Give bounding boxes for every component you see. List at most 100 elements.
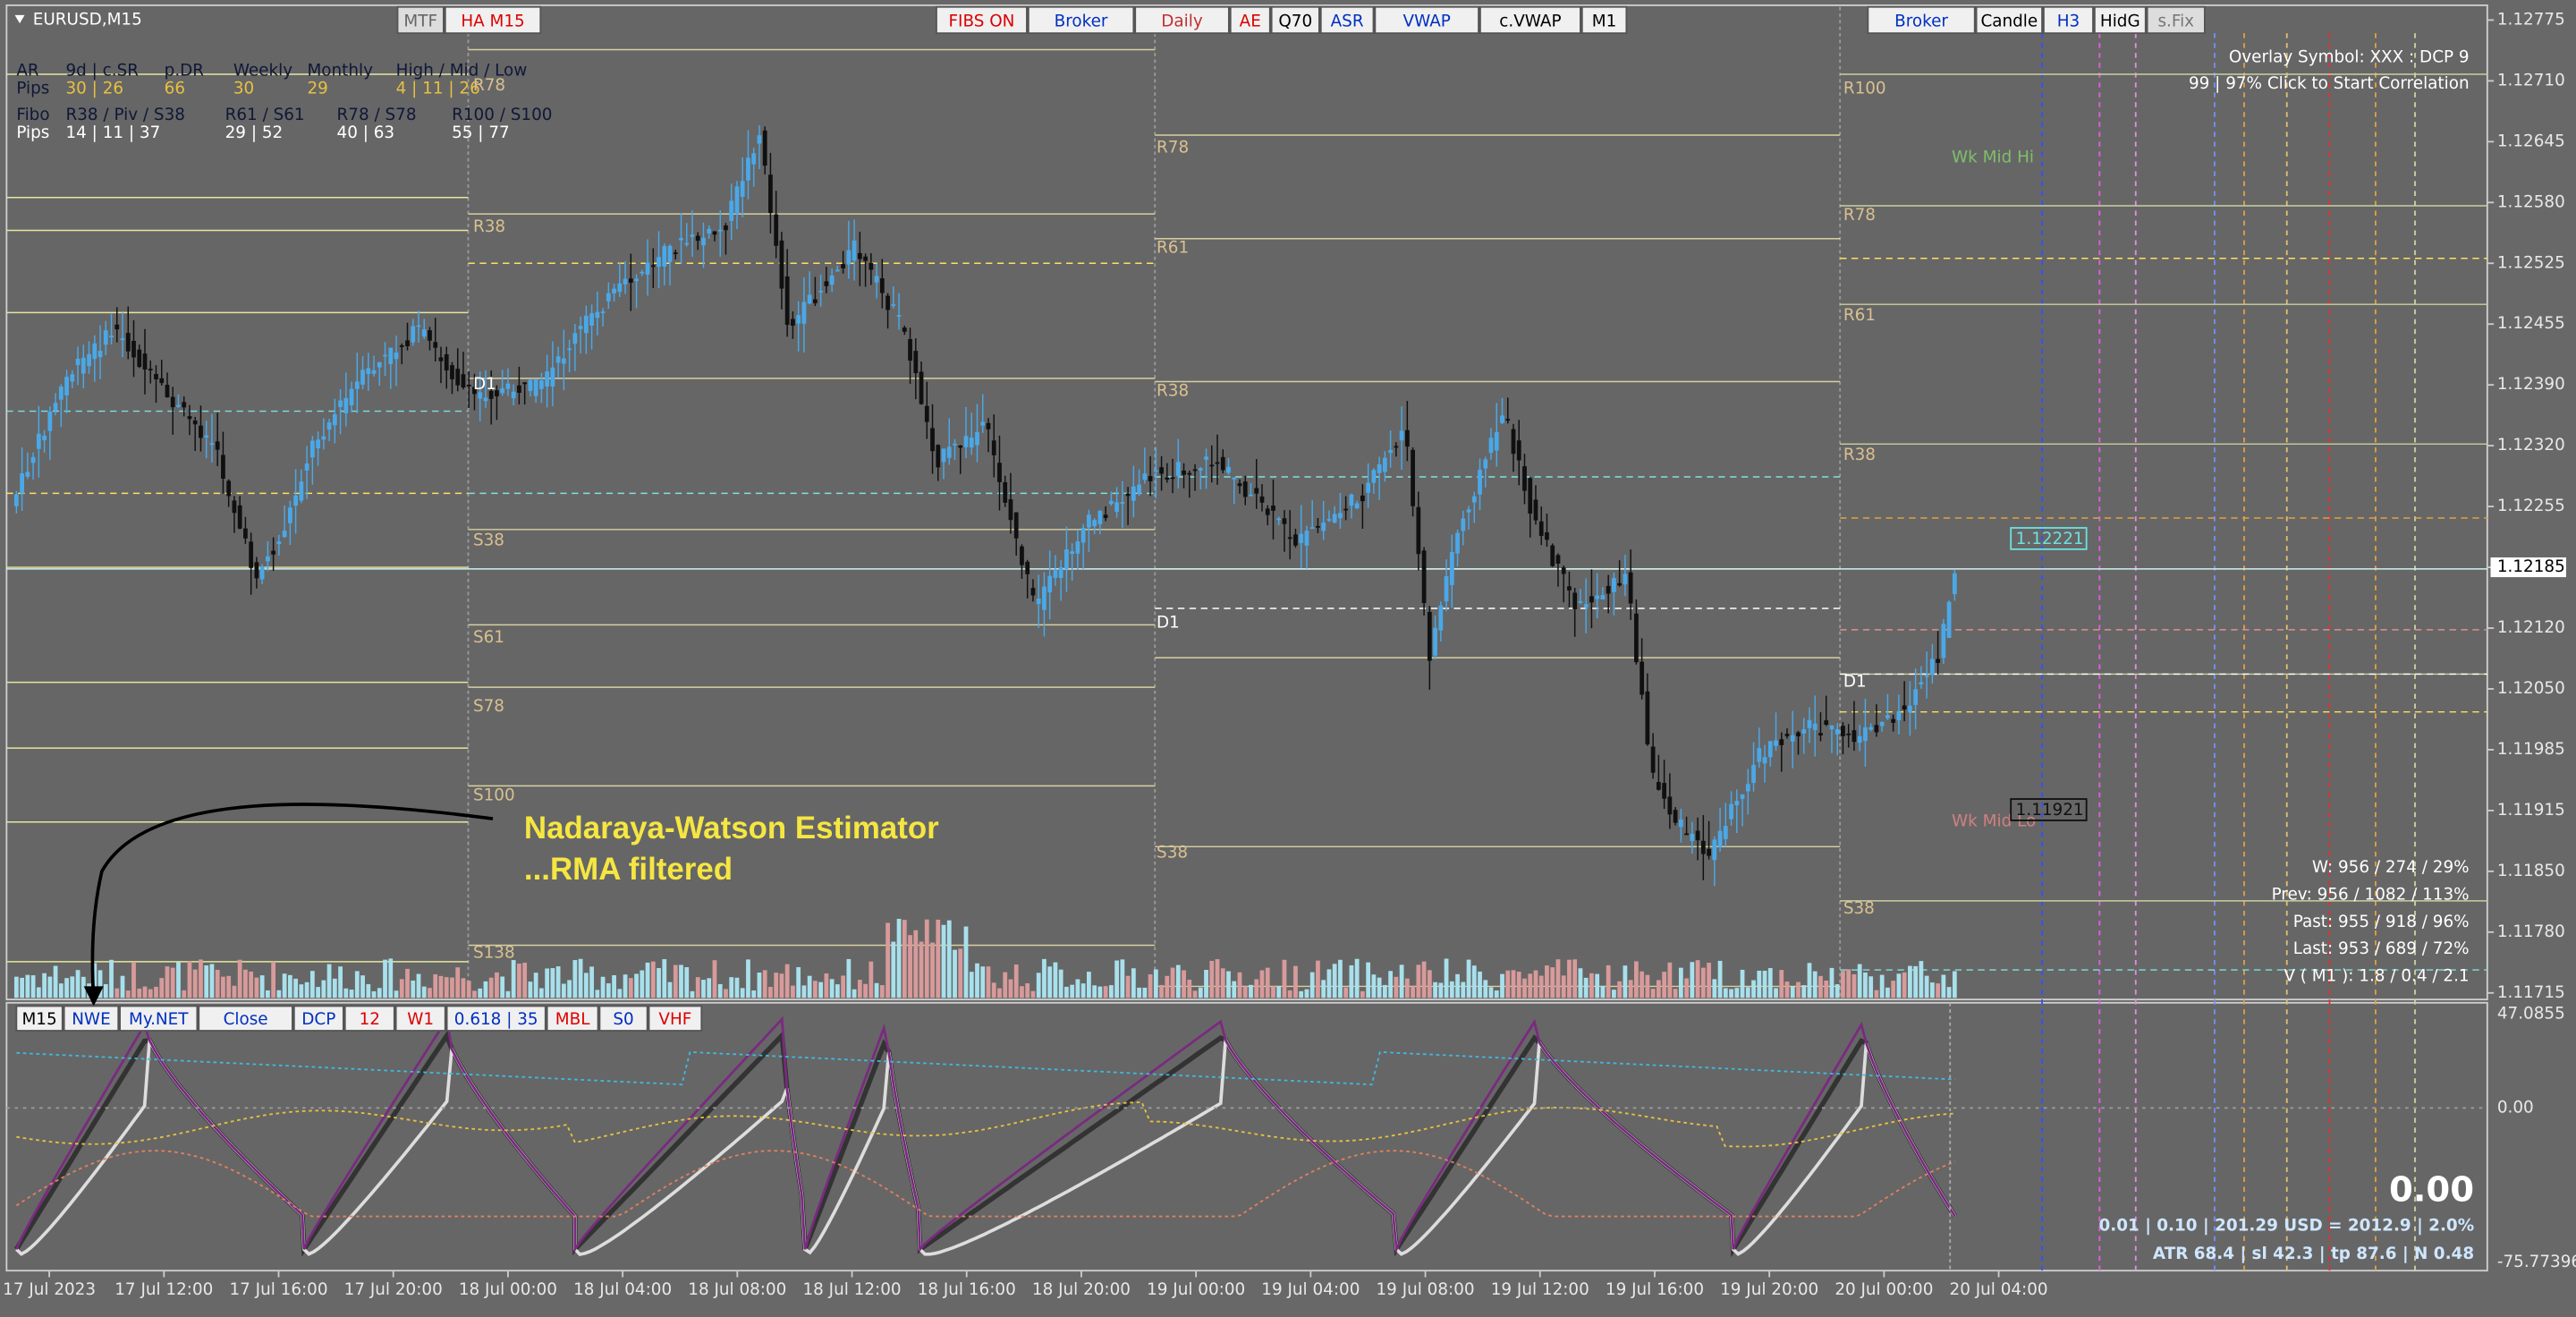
button-label[interactable]: HidG [2100, 12, 2140, 30]
button[interactable] [343, 1005, 395, 1032]
volume-bar [578, 958, 583, 998]
volume-bar [511, 960, 516, 998]
button[interactable] [2146, 5, 2206, 35]
volume-bar [1461, 981, 1466, 998]
button[interactable] [2093, 5, 2147, 35]
volume-bar [411, 980, 416, 998]
volume-bar [774, 973, 779, 998]
time-label: 18 Jul 04:00 [573, 1280, 672, 1299]
button-label[interactable]: HA M15 [461, 12, 524, 30]
candle-body [1254, 488, 1259, 494]
button-label[interactable]: M1 [1592, 12, 1617, 30]
button-label[interactable]: H3 [2057, 12, 2080, 30]
stats-cell: R61 / S61 [225, 106, 305, 124]
button[interactable] [198, 1005, 293, 1032]
candle-body [969, 438, 974, 448]
volume-bar [1522, 978, 1527, 998]
volume-bar [221, 976, 225, 998]
button-label[interactable]: S0 [613, 1010, 633, 1029]
button-label[interactable]: 12 [360, 1010, 380, 1029]
button-label[interactable]: 0.618 | 35 [454, 1010, 538, 1029]
button-label[interactable]: Daily [1161, 12, 1203, 30]
button-label[interactable]: DCP [301, 1010, 335, 1029]
button[interactable] [63, 1005, 120, 1032]
button[interactable] [1374, 5, 1479, 35]
button-label[interactable]: ASR [1331, 12, 1364, 30]
button-label[interactable]: s.Fix [2157, 12, 2194, 30]
volume-bar [1108, 985, 1114, 998]
volume-bar [1885, 987, 1890, 998]
candle-body [192, 421, 198, 425]
button[interactable] [1319, 5, 1375, 35]
candle-body [455, 369, 461, 386]
button-label[interactable]: VWAP [1403, 12, 1451, 30]
volume-bar [879, 985, 885, 998]
volume-bar [1377, 977, 1382, 998]
button-label[interactable]: Broker [1894, 12, 1948, 30]
candle-body [695, 235, 700, 242]
volume-bar [455, 967, 461, 998]
candle-body [1265, 508, 1270, 515]
volume-bar [1634, 961, 1639, 998]
candle-body [628, 278, 633, 283]
button[interactable] [2042, 5, 2094, 35]
button[interactable] [648, 1005, 703, 1032]
volume-bar [154, 986, 158, 998]
time-label: 19 Jul 04:00 [1261, 1280, 1360, 1299]
button-label[interactable]: Close [224, 1010, 268, 1029]
button[interactable] [1479, 5, 1581, 35]
volume-bar [1707, 963, 1711, 998]
candle-body [679, 238, 683, 241]
button[interactable] [15, 1005, 64, 1032]
button-label[interactable]: W1 [407, 1010, 434, 1029]
button[interactable] [1027, 5, 1135, 35]
volume-bar [137, 988, 142, 998]
button[interactable] [546, 1005, 599, 1032]
button[interactable] [119, 1005, 199, 1032]
volume-bar [791, 985, 795, 998]
button[interactable] [445, 1005, 547, 1032]
button[interactable] [396, 5, 445, 35]
volume-bar [1433, 981, 1437, 998]
button-label[interactable]: AE [1240, 12, 1261, 30]
volume-bar [1209, 960, 1215, 998]
button[interactable] [1270, 5, 1320, 35]
candle-body [1411, 449, 1415, 506]
volume-bar [1913, 965, 1919, 998]
button[interactable] [1134, 5, 1230, 35]
button-label[interactable]: Broker [1055, 12, 1108, 30]
button-label[interactable]: My.NET [129, 1010, 189, 1029]
button[interactable] [936, 5, 1028, 35]
button-label[interactable]: M15 [21, 1010, 56, 1029]
button-label[interactable]: Q70 [1278, 12, 1312, 30]
price-label: 1.12645 [2497, 132, 2565, 150]
volume-bar [97, 970, 103, 998]
button-label[interactable]: VHF [658, 1010, 691, 1029]
button-label[interactable]: c.VWAP [1499, 12, 1561, 30]
candle-body [1902, 705, 1907, 709]
button-label[interactable]: MTF [403, 12, 437, 30]
candle-body [1952, 573, 1957, 595]
button[interactable] [1975, 5, 2043, 35]
button[interactable] [394, 1005, 446, 1032]
button[interactable] [1229, 5, 1271, 35]
volume-bar [30, 975, 36, 998]
volume-bar [1349, 964, 1354, 998]
button-label[interactable]: NWE [72, 1010, 110, 1029]
candle-body [309, 440, 315, 458]
overlay-text[interactable]: 99 | 97% Click to Start Correlation [2189, 74, 2470, 93]
button[interactable] [292, 1005, 344, 1032]
candle-body [1394, 446, 1399, 448]
button-label[interactable]: Candle [1980, 12, 2038, 30]
candle-body [304, 463, 309, 471]
price-label: 1.12050 [2497, 679, 2565, 698]
button-label[interactable]: FIBS ON [948, 12, 1014, 30]
candle-body [287, 507, 292, 523]
button[interactable] [1580, 5, 1628, 35]
candle-body [886, 295, 890, 310]
volume-bar [1182, 970, 1186, 998]
button[interactable] [444, 5, 542, 35]
button[interactable] [1867, 5, 1976, 35]
button[interactable] [598, 1005, 648, 1032]
button-label[interactable]: MBL [555, 1010, 590, 1029]
